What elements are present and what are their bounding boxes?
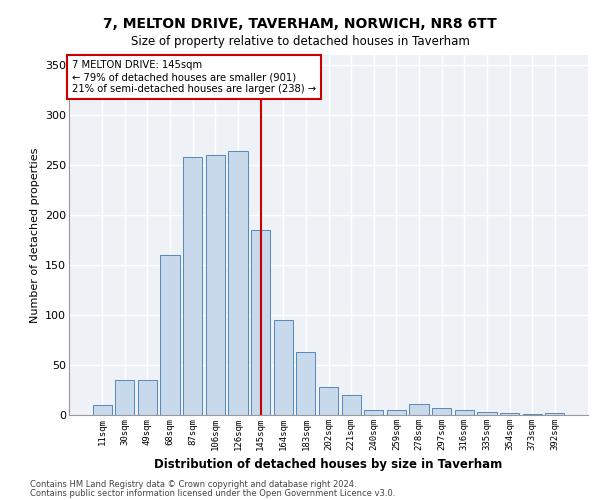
Bar xyxy=(296,352,316,415)
Bar xyxy=(274,320,293,415)
Bar xyxy=(409,404,428,415)
Text: Contains public sector information licensed under the Open Government Licence v3: Contains public sector information licen… xyxy=(30,488,395,498)
Bar xyxy=(92,405,112,415)
Bar xyxy=(477,412,497,415)
Bar xyxy=(341,395,361,415)
Text: Contains HM Land Registry data © Crown copyright and database right 2024.: Contains HM Land Registry data © Crown c… xyxy=(30,480,356,489)
Bar xyxy=(229,151,248,415)
Text: 7 MELTON DRIVE: 145sqm
← 79% of detached houses are smaller (901)
21% of semi-de: 7 MELTON DRIVE: 145sqm ← 79% of detached… xyxy=(71,60,316,94)
Y-axis label: Number of detached properties: Number of detached properties xyxy=(29,148,40,322)
Bar xyxy=(319,387,338,415)
Bar xyxy=(545,413,565,415)
Bar xyxy=(432,408,451,415)
Bar xyxy=(455,410,474,415)
Text: Size of property relative to detached houses in Taverham: Size of property relative to detached ho… xyxy=(131,35,469,48)
Bar xyxy=(183,157,202,415)
Bar xyxy=(523,414,542,415)
X-axis label: Distribution of detached houses by size in Taverham: Distribution of detached houses by size … xyxy=(154,458,503,471)
Bar xyxy=(206,155,225,415)
Bar xyxy=(251,230,270,415)
Text: 7, MELTON DRIVE, TAVERHAM, NORWICH, NR8 6TT: 7, MELTON DRIVE, TAVERHAM, NORWICH, NR8 … xyxy=(103,18,497,32)
Bar xyxy=(115,380,134,415)
Bar xyxy=(138,380,157,415)
Bar xyxy=(387,410,406,415)
Bar xyxy=(500,413,519,415)
Bar xyxy=(364,410,383,415)
Bar xyxy=(160,255,180,415)
